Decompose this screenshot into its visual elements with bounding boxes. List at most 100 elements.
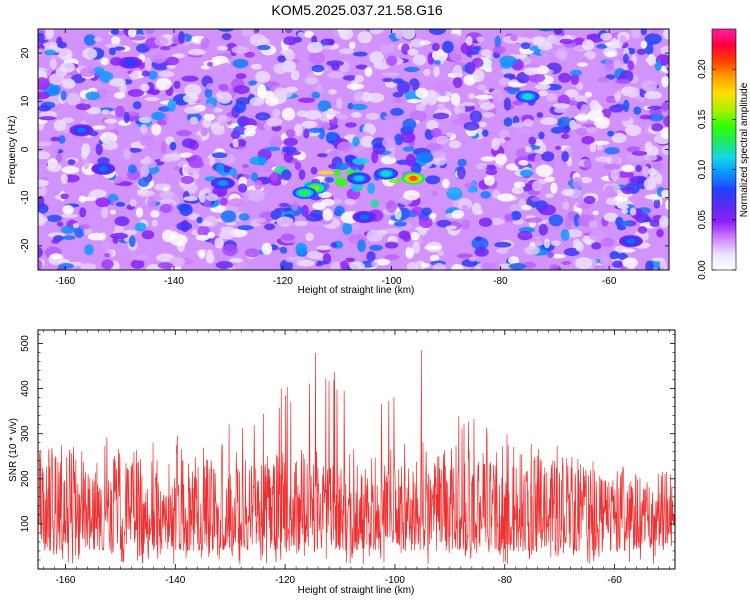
heatmap-cell bbox=[232, 138, 239, 148]
heatmap-cell bbox=[134, 222, 147, 232]
heatmap-cell bbox=[561, 188, 575, 197]
heatmap-cell bbox=[328, 89, 337, 95]
heatmap-cell bbox=[328, 38, 335, 46]
heatmap-cell bbox=[235, 73, 247, 80]
heatmap-y-ticks: -20 -10 0 10 20 bbox=[20, 47, 669, 253]
heatmap-cell bbox=[79, 67, 96, 77]
heatmap-cell bbox=[410, 231, 420, 241]
heatmap-cell bbox=[524, 245, 540, 255]
heatmap-cell bbox=[647, 105, 663, 110]
heatmap-cell bbox=[541, 151, 555, 162]
heatmap-cell bbox=[625, 124, 642, 136]
heatmap-cell bbox=[600, 254, 609, 266]
heatmap-cell bbox=[640, 80, 658, 92]
heatmap-cell bbox=[46, 162, 62, 173]
heatmap-cell bbox=[140, 164, 150, 178]
heatmap-cell bbox=[109, 209, 116, 215]
heatmap-cell bbox=[266, 117, 283, 127]
heatmap-cell bbox=[213, 226, 222, 237]
heatmap-cell bbox=[601, 108, 612, 119]
heatmap-cell bbox=[407, 48, 419, 56]
heatmap-cell bbox=[450, 93, 461, 106]
heatmap-cell bbox=[244, 248, 260, 258]
heatmap-cell bbox=[345, 122, 357, 128]
heatmap-cell bbox=[401, 29, 416, 40]
heatmap-cell bbox=[569, 119, 577, 130]
heatmap-cell bbox=[150, 210, 160, 218]
heatmap-cell bbox=[158, 70, 175, 78]
heatmap-cell bbox=[207, 61, 213, 67]
heatmap-cell bbox=[651, 123, 663, 132]
heatmap-cell bbox=[187, 48, 206, 56]
heatmap-cell bbox=[95, 143, 103, 156]
x-tick-label: -140 bbox=[165, 575, 185, 586]
heatmap-cell bbox=[535, 236, 542, 241]
heatmap-cell bbox=[579, 176, 593, 184]
heatmap-cell bbox=[564, 247, 580, 257]
y-tick-label: 0 bbox=[20, 146, 31, 152]
heatmap-cell bbox=[494, 35, 501, 49]
heatmap-cell bbox=[432, 112, 450, 120]
heatmap-cell bbox=[594, 265, 605, 270]
heatmap-cell bbox=[570, 69, 582, 76]
heatmap-cell bbox=[212, 127, 225, 136]
heatmap-cell bbox=[663, 29, 669, 40]
heatmap-cell bbox=[110, 29, 120, 35]
heatmap-cell bbox=[156, 119, 167, 126]
heatmap-cell bbox=[573, 115, 590, 120]
heatmap-cell bbox=[397, 80, 410, 94]
heatmap-cell bbox=[511, 186, 524, 195]
heatmap-cell bbox=[509, 204, 524, 212]
heatmap-cell bbox=[151, 111, 166, 121]
heatmap-cell bbox=[475, 94, 493, 100]
heatmap-cell bbox=[645, 42, 654, 55]
snr-y-axis-label: SNR (10 * v/v) bbox=[8, 418, 19, 482]
heatmap-cell bbox=[476, 163, 488, 170]
heatmap-cell bbox=[261, 242, 273, 255]
heatmap-cell bbox=[531, 196, 541, 202]
heatmap-cell bbox=[544, 176, 555, 183]
heatmap-cell bbox=[138, 116, 152, 124]
x-tick-label: -100 bbox=[382, 276, 402, 287]
heatmap-cell bbox=[605, 95, 617, 104]
heatmap-cell bbox=[562, 125, 570, 134]
heatmap-cell bbox=[86, 106, 101, 115]
heatmap-cell bbox=[617, 204, 630, 209]
heatmap-cell bbox=[112, 236, 119, 244]
heatmap-cell bbox=[101, 109, 110, 115]
heatmap-cell bbox=[580, 57, 590, 63]
heatmap-cell bbox=[595, 156, 613, 163]
heatmap-cell bbox=[511, 122, 525, 128]
heatmap-cell bbox=[512, 115, 520, 125]
heatmap-cell bbox=[644, 91, 662, 100]
heatmap-hotspot bbox=[77, 127, 86, 133]
heatmap-cell bbox=[95, 197, 111, 208]
heatmap-cell bbox=[352, 157, 369, 165]
heatmap-cell bbox=[523, 63, 541, 69]
heatmap-cell bbox=[386, 55, 398, 66]
heatmap-cell bbox=[639, 114, 653, 120]
heatmap-cell bbox=[623, 99, 630, 112]
heatmap-cell bbox=[464, 62, 476, 74]
heatmap-cell bbox=[432, 151, 444, 158]
heatmap-cell bbox=[497, 193, 515, 202]
heatmap-cell bbox=[55, 153, 63, 163]
heatmap-cell bbox=[592, 140, 610, 145]
heatmap-cell bbox=[231, 45, 250, 54]
colorbar-tick-label: 0.05 bbox=[697, 210, 708, 230]
heatmap-cell bbox=[604, 59, 614, 72]
heatmap-cell bbox=[367, 92, 385, 103]
heatmap-cell bbox=[270, 171, 278, 183]
heatmap-cell bbox=[415, 103, 426, 112]
heatmap-cell bbox=[87, 232, 106, 241]
heatmap-cell bbox=[640, 29, 647, 36]
x-tick-label: -120 bbox=[273, 276, 293, 287]
chart-title: KOM5.2025.037.21.58.G16 bbox=[271, 2, 442, 18]
heatmap-cell bbox=[534, 139, 543, 147]
heatmap-cell bbox=[293, 220, 309, 227]
x-tick-label: -160 bbox=[55, 575, 75, 586]
heatmap-cell bbox=[426, 120, 439, 131]
heatmap-cell bbox=[337, 141, 354, 153]
heatmap-cell bbox=[380, 37, 392, 46]
heatmap-cell bbox=[494, 153, 507, 165]
